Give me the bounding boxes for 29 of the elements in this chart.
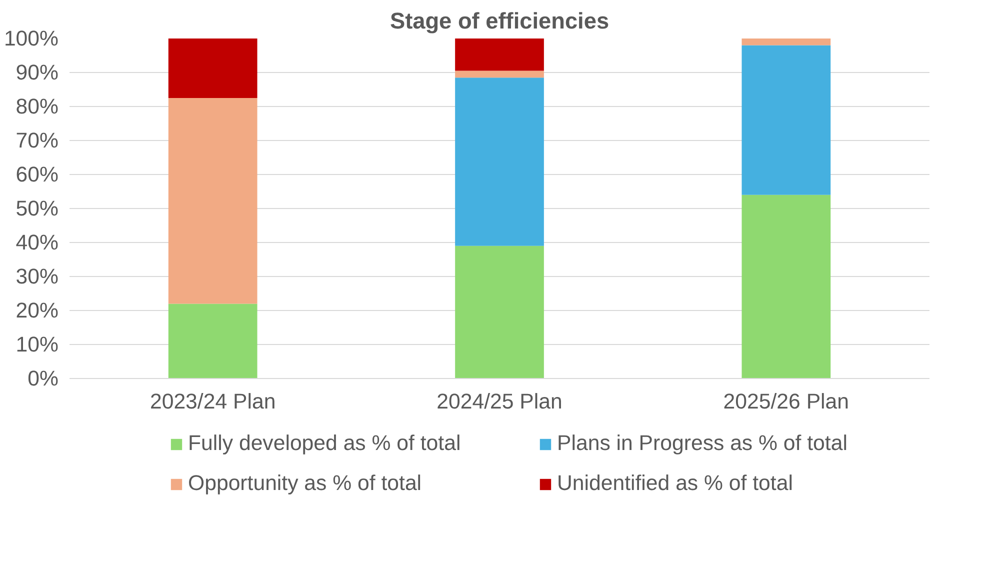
y-tick-label: 10% [16, 332, 59, 356]
legend-label: Plans in Progress as % of total [557, 431, 848, 456]
bar [168, 38, 258, 98]
y-tick-label: 0% [28, 366, 59, 390]
bar [742, 194, 831, 378]
y-tick-label: 60% [16, 162, 59, 186]
x-tick-label: 2025/26 Plan [723, 390, 850, 414]
bar [455, 38, 544, 71]
y-tick-label: 20% [16, 298, 59, 322]
bar [455, 70, 544, 78]
y-tick-label: 40% [16, 230, 59, 254]
bar [455, 78, 544, 246]
x-tick-label: 2024/25 Plan [436, 390, 562, 414]
y-tick-label: 100% [4, 26, 59, 50]
bar [742, 45, 831, 195]
bar [455, 246, 544, 378]
legend-label: Fully developed as % of total [188, 431, 462, 456]
bar [168, 304, 258, 378]
y-tick-label: 50% [16, 196, 59, 220]
x-tick-label: 2023/24 Plan [150, 390, 276, 414]
y-tick-label: 90% [16, 60, 59, 84]
legend-label: Unidentified as % of total [557, 471, 794, 496]
bar [742, 38, 831, 46]
y-tick-label: 70% [16, 128, 59, 152]
y-tick-label: 80% [16, 94, 59, 118]
bar [168, 98, 258, 304]
legend-label: Opportunity as % of total [188, 471, 423, 496]
chart-title: Stage of efficiencies [390, 8, 610, 34]
y-tick-label: 30% [16, 264, 59, 288]
